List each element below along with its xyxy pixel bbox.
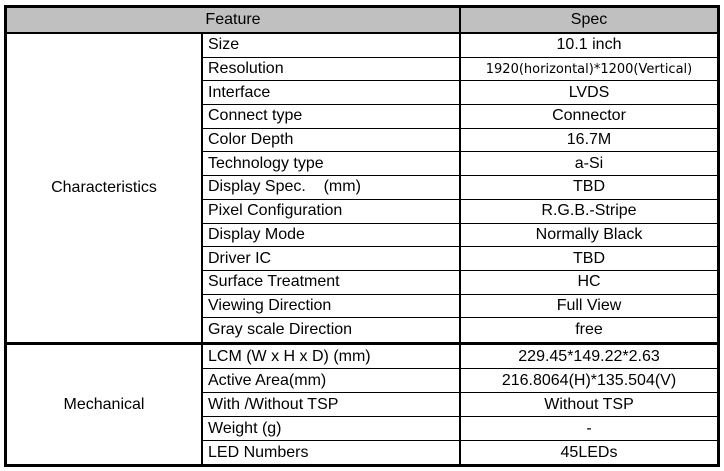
table-row: Resolution 1920(horizontal)*1200(Vertical… (6, 56, 719, 82)
feature-cell: Display Mode (201, 222, 461, 248)
table-row: Driver IC TBD (6, 246, 719, 271)
table-row: LED Numbers 45LEDs (6, 440, 719, 467)
table-row: Surface Treatment HC (6, 269, 719, 295)
feature-cell: Surface Treatment (201, 269, 461, 295)
feature-cell: Resolution (201, 56, 461, 82)
spec-cell: 229.45*149.22*2.63 (459, 342, 719, 370)
feature-cell: Size (201, 32, 461, 58)
table-row: Interface LVDS (6, 80, 719, 106)
spec-cell: 45LEDs (459, 440, 719, 467)
spec-cell: R.G.B.-Stripe (459, 198, 719, 224)
table-row: Mechanical LCM (W x H x D) (mm) 229.45*149… (5, 342, 719, 467)
section-label: Mechanical (5, 342, 203, 467)
spec-cell: LVDS (459, 80, 719, 106)
feature-cell: Active Area(mm) (201, 368, 461, 394)
spec-table: Feature Spec Characteristics Size 10.1 inc… (4, 5, 720, 468)
table-row: Display Spec. (mm) TBD (6, 175, 719, 200)
table-row: Pixel Configuration R.G.B.-Stripe (6, 198, 719, 224)
spec-cell: free (459, 317, 719, 345)
section-label: Characteristics (5, 32, 203, 345)
feature-cell: Pixel Configuration (201, 198, 461, 224)
spec-cell: Without TSP (459, 392, 719, 418)
header-feature: Feature (5, 6, 461, 34)
table-row: Technology type a-Si (6, 151, 719, 177)
feature-cell: Color Depth (201, 127, 461, 153)
feature-cell: Technology type (201, 151, 461, 177)
feature-cell: Display Spec. (mm) (201, 175, 461, 200)
feature-cell: Viewing Direction (201, 293, 461, 319)
spec-cell: 10.1 inch (459, 32, 719, 58)
table-row: Connect type Connector (6, 104, 719, 129)
spec-cell: Normally Black (459, 222, 719, 248)
spec-cell: TBD (459, 246, 719, 271)
spec-cell: HC (459, 269, 719, 295)
spec-cell: 1920(horizontal)*1200(Vertical) (459, 56, 719, 82)
header-row: Feature Spec (5, 6, 719, 34)
feature-cell: Driver IC (201, 246, 461, 271)
table-row: Weight (g) - (6, 416, 719, 442)
spec-cell: - (459, 416, 719, 442)
spec-cell: TBD (459, 175, 719, 200)
table-row: Color Depth 16.7M (6, 127, 719, 153)
spec-cell: 16.7M (459, 127, 719, 153)
feature-cell: Weight (g) (201, 416, 461, 442)
feature-cell: LED Numbers (201, 440, 461, 467)
spec-cell: Connector (459, 104, 719, 129)
feature-cell: Interface (201, 80, 461, 106)
feature-cell: Gray scale Direction (201, 317, 461, 345)
table-row: With /Without TSP Without TSP (6, 392, 719, 418)
spec-cell: 216.8064(H)*135.504(V) (459, 368, 719, 394)
table-row: Active Area(mm) 216.8064(H)*135.504(V) (6, 368, 719, 394)
table-row: Gray scale Direction free (6, 317, 719, 345)
spec-cell: a-Si (459, 151, 719, 177)
feature-cell: With /Without TSP (201, 392, 461, 418)
spec-cell: Full View (459, 293, 719, 319)
header-spec: Spec (459, 6, 719, 34)
feature-cell: LCM (W x H x D) (mm) (201, 342, 461, 370)
table-row: Characteristics Size 10.1 inch (5, 32, 719, 345)
feature-cell: Connect type (201, 104, 461, 129)
